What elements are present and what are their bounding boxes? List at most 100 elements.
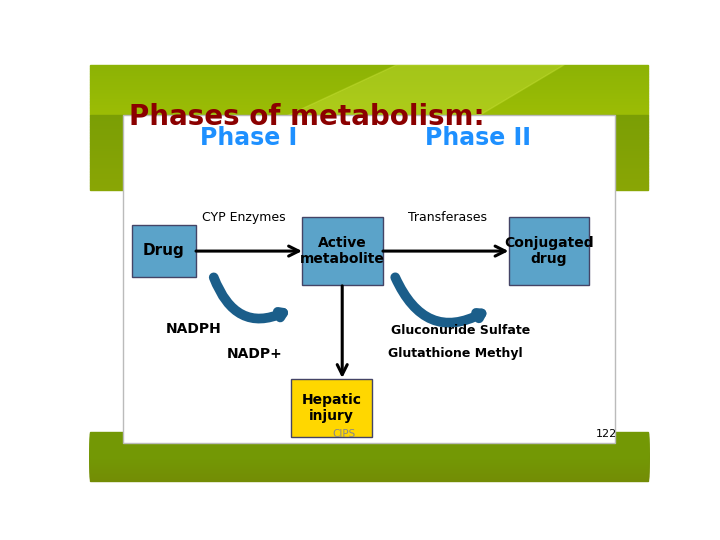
Bar	[90, 157, 648, 158]
Bar	[90, 93, 648, 94]
Text: Conjugated
drug: Conjugated drug	[504, 236, 594, 266]
Bar	[90, 138, 648, 140]
Bar	[90, 80, 648, 82]
Bar	[90, 127, 648, 129]
Bar	[90, 70, 648, 71]
Bar	[90, 444, 648, 469]
Bar	[90, 98, 648, 99]
Bar	[90, 171, 648, 172]
Bar	[90, 149, 648, 151]
Text: NADPH: NADPH	[166, 322, 221, 336]
Bar	[90, 94, 648, 96]
Text: CYP Enzymes: CYP Enzymes	[202, 211, 285, 224]
Text: Drug: Drug	[143, 244, 185, 258]
Bar	[90, 163, 648, 165]
Bar	[90, 151, 648, 152]
Bar	[90, 442, 648, 467]
Bar	[90, 91, 648, 93]
Bar	[90, 96, 648, 98]
Bar	[90, 116, 648, 118]
FancyBboxPatch shape	[124, 114, 615, 443]
Bar	[90, 160, 648, 161]
Bar	[90, 86, 648, 88]
Bar	[90, 188, 648, 190]
Bar	[90, 180, 648, 182]
Text: Phase II: Phase II	[425, 126, 531, 150]
Bar	[90, 147, 648, 149]
Bar	[90, 436, 648, 461]
Bar	[90, 432, 648, 457]
Bar	[90, 168, 648, 169]
Text: CIPS: CIPS	[332, 429, 356, 439]
Bar	[90, 77, 648, 79]
Bar	[90, 177, 648, 179]
Bar	[90, 123, 648, 124]
Bar	[90, 126, 648, 127]
Bar	[90, 112, 648, 113]
Bar	[90, 68, 648, 70]
FancyBboxPatch shape	[132, 225, 196, 277]
Bar	[90, 88, 648, 90]
Bar	[90, 186, 648, 188]
Bar	[90, 135, 648, 137]
Bar	[90, 176, 648, 177]
Text: Glutathione Methyl: Glutathione Methyl	[388, 347, 523, 360]
Bar	[90, 72, 648, 74]
Bar	[90, 102, 648, 104]
Bar	[90, 456, 648, 481]
Bar	[90, 172, 648, 174]
Bar	[90, 440, 648, 464]
Bar	[90, 185, 648, 186]
Bar	[90, 435, 648, 460]
Bar	[90, 447, 648, 472]
Bar	[90, 119, 648, 121]
Bar	[90, 104, 648, 105]
Bar	[90, 76, 648, 77]
Bar	[90, 443, 648, 468]
Bar	[90, 154, 648, 155]
Bar	[90, 82, 648, 84]
Text: Active
metabolite: Active metabolite	[300, 236, 385, 266]
Bar	[90, 110, 648, 112]
Bar	[90, 137, 648, 138]
Bar	[90, 99, 648, 100]
Bar	[90, 130, 648, 132]
Bar	[90, 124, 648, 126]
Bar	[90, 84, 648, 85]
Bar	[90, 141, 648, 143]
Bar	[90, 182, 648, 183]
Bar	[90, 449, 648, 474]
FancyArrowPatch shape	[395, 278, 482, 323]
Bar	[90, 90, 648, 91]
Bar	[90, 65, 648, 66]
Bar	[90, 109, 648, 110]
Bar	[90, 132, 648, 133]
Bar	[90, 452, 648, 477]
Bar	[90, 161, 648, 163]
Bar	[90, 107, 648, 109]
Bar	[90, 451, 648, 476]
Bar	[90, 113, 648, 114]
Bar	[90, 146, 648, 147]
Bar	[90, 169, 648, 171]
FancyBboxPatch shape	[291, 379, 372, 437]
Bar	[90, 158, 648, 160]
FancyBboxPatch shape	[302, 217, 383, 285]
Text: Transferases: Transferases	[408, 211, 487, 224]
Bar	[90, 140, 648, 141]
Text: NADP+: NADP+	[227, 347, 282, 361]
Bar	[90, 114, 648, 116]
Bar	[90, 66, 648, 68]
Bar	[90, 155, 648, 157]
Text: Gluconuride Sulfate: Gluconuride Sulfate	[392, 325, 531, 338]
Bar	[90, 144, 648, 146]
Text: 122: 122	[595, 429, 617, 439]
Text: Hepatic
injury: Hepatic injury	[302, 393, 361, 423]
Text: Phase I: Phase I	[200, 126, 297, 150]
Bar	[90, 438, 648, 463]
Bar	[90, 79, 648, 80]
Bar	[90, 183, 648, 185]
Bar	[90, 121, 648, 123]
Bar	[90, 129, 648, 130]
Bar	[90, 433, 648, 458]
